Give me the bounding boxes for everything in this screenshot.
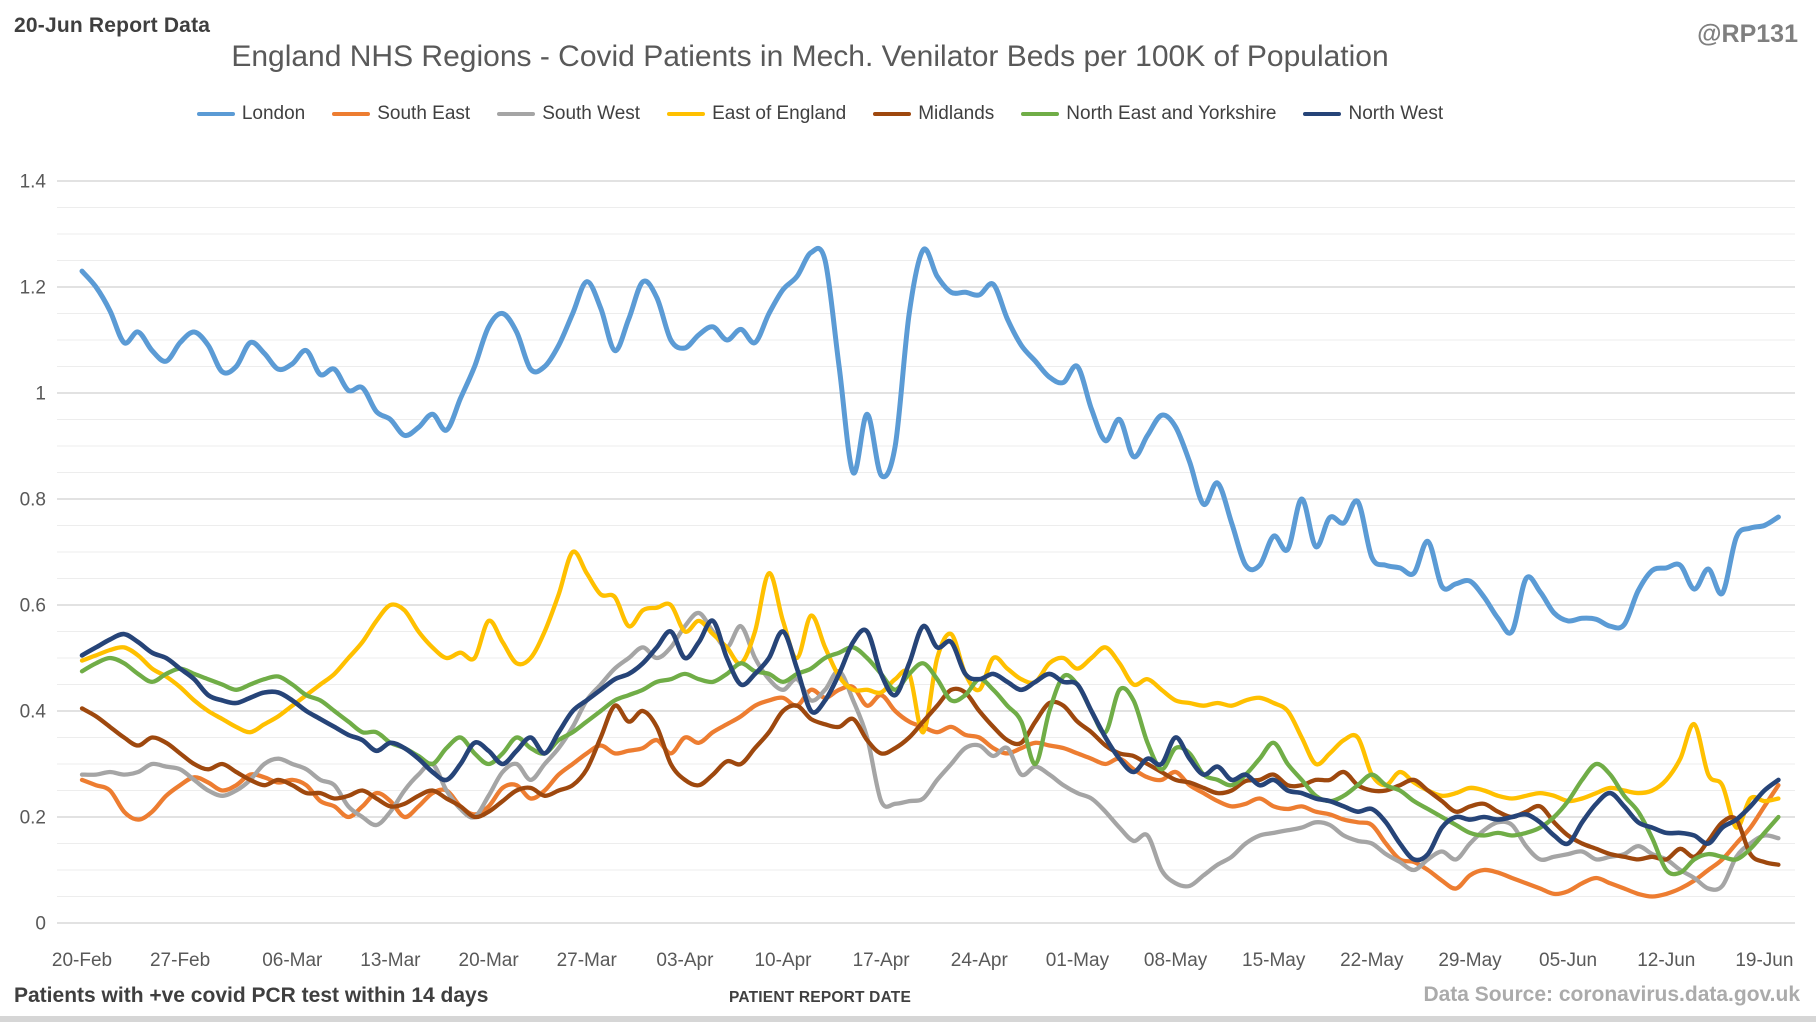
gridlines	[57, 180, 1795, 924]
legend: London South East South West East of Englan…	[0, 103, 1640, 125]
window-edge-strip	[0, 1016, 1816, 1022]
legend-line-swatch	[196, 111, 235, 117]
legend-item-london: London	[196, 103, 306, 125]
series-line-midlands	[79, 686, 1781, 867]
series-line-south-east	[79, 684, 1781, 899]
x-tick-label: 01-May	[1046, 950, 1110, 971]
x-tick-label: 29-May	[1438, 950, 1502, 971]
legend-line-swatch	[873, 111, 912, 117]
x-tick-label: 05-Jun	[1539, 950, 1597, 971]
x-tick-label: 20-Mar	[459, 950, 520, 971]
legend-label: London	[241, 103, 306, 124]
y-tick-label: 0.2	[20, 808, 46, 829]
legend-label: Midlands	[918, 103, 995, 124]
series-line-south-west	[79, 610, 1781, 892]
series-line-london	[79, 246, 1781, 636]
x-tick-label: 10-Apr	[754, 950, 812, 971]
x-axis-labels: 20-Feb 27-Feb 06-Mar 13-Mar 20-Mar 27-Mar 03-A…	[52, 950, 1794, 971]
report-date-label: 20-Jun Report Data	[14, 14, 211, 37]
x-tick-label: 15-May	[1242, 950, 1306, 971]
legend-item-south-west: South West	[497, 103, 640, 125]
legend-item-north-east-and-yorkshire: North East and Yorkshire	[1021, 103, 1276, 125]
y-tick-label: 0.6	[20, 596, 46, 617]
y-tick-label: 1	[35, 384, 46, 405]
legend-label: East of England	[712, 103, 847, 124]
x-tick-label: 19-Jun	[1735, 950, 1793, 971]
x-tick-label: 08-May	[1144, 950, 1208, 971]
y-axis-labels: 0 0.2 0.4 0.6 0.8 1 1.2 1.4	[20, 172, 47, 935]
series-lines	[79, 246, 1781, 899]
x-tick-label: 24-Apr	[951, 950, 1009, 971]
series-line-north-east-and-yorkshire	[79, 645, 1781, 877]
y-tick-label: 0.8	[20, 490, 46, 511]
x-tick-label: 13-Mar	[360, 950, 421, 971]
x-axis-title: PATIENT REPORT DATE	[728, 989, 912, 1006]
x-tick-label: 03-Apr	[656, 950, 714, 971]
y-tick-label: 1.4	[20, 172, 47, 193]
x-tick-label: 06-Mar	[262, 950, 323, 971]
legend-label: South East	[377, 103, 471, 124]
legend-item-south-east: South East	[332, 103, 470, 125]
y-tick-label: 0.4	[20, 702, 47, 723]
x-tick-label: 27-Mar	[557, 950, 618, 971]
legend-item-midlands: Midlands	[873, 103, 994, 125]
legend-item-north-west: North West	[1303, 103, 1443, 125]
x-tick-label: 17-Apr	[853, 950, 911, 971]
chart-title: England NHS Regions - Covid Patients in …	[231, 40, 1389, 73]
series-line-east-of-england	[79, 549, 1781, 830]
legend-label: South West	[542, 103, 641, 124]
legend-item-east-of-england: East of England	[667, 103, 846, 125]
legend-line-swatch	[332, 111, 371, 117]
author-handle: @RP131	[1697, 20, 1798, 48]
footnote-pcr: Patients with +ve covid PCR test within …	[14, 984, 489, 1007]
legend-label: North West	[1348, 103, 1444, 124]
x-tick-label: 22-May	[1340, 950, 1404, 971]
y-tick-label: 0	[35, 914, 46, 935]
legend-line-swatch	[667, 111, 706, 117]
x-tick-label: 20-Feb	[52, 950, 112, 971]
x-tick-label: 27-Feb	[150, 950, 210, 971]
legend-label: North East and Yorkshire	[1066, 103, 1277, 124]
y-tick-label: 1.2	[20, 278, 46, 299]
legend-line-swatch	[1303, 111, 1342, 117]
x-tick-label: 12-Jun	[1637, 950, 1695, 971]
legend-line-swatch	[1021, 111, 1060, 117]
legend-line-swatch	[497, 111, 536, 117]
data-source-label: Data Source: coronavirus.data.gov.uk	[1423, 983, 1800, 1006]
series-line-north-west	[79, 618, 1781, 863]
